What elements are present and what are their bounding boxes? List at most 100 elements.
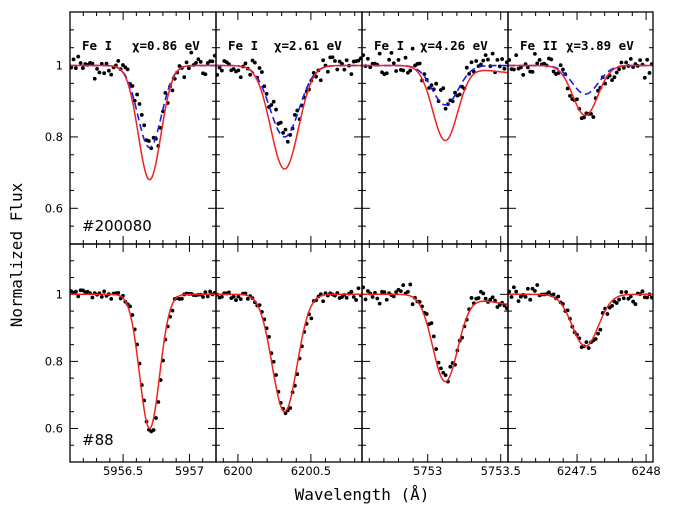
observed-point [551, 69, 556, 74]
observed-point [274, 373, 278, 377]
observed-point [511, 285, 516, 290]
observed-point [340, 61, 344, 66]
observed-point [511, 67, 516, 72]
observed-point [281, 130, 286, 135]
panel-title-element: Fe I [374, 38, 404, 53]
observed-point [132, 98, 137, 103]
observed-point [248, 72, 253, 77]
observed-point [377, 301, 382, 306]
panel-title-element: Fe II [520, 38, 558, 53]
observed-point [238, 297, 243, 302]
observed-point [647, 71, 652, 75]
observed-point [410, 46, 415, 51]
observed-point [349, 72, 354, 77]
star-label: #200080 [82, 217, 152, 235]
observed-point [521, 72, 526, 77]
observed-point [116, 59, 121, 63]
observed-point [556, 71, 561, 76]
observed-point [102, 71, 107, 76]
observed-point [90, 295, 95, 300]
y-tick-label: 1 [56, 59, 63, 73]
observed-points [70, 288, 216, 434]
observed-point [154, 416, 158, 420]
observed-points [362, 46, 508, 111]
observed-point [561, 67, 565, 72]
observed-point [318, 78, 323, 83]
observed-point [525, 286, 530, 291]
model-line-red [362, 64, 508, 142]
observed-point [151, 428, 156, 432]
observed-point [523, 294, 528, 299]
y-tick-label: 0.8 [45, 130, 63, 144]
observed-point [106, 68, 111, 73]
observed-point [342, 67, 347, 72]
observed-point [377, 51, 382, 56]
observed-point [628, 57, 633, 61]
observed-point [384, 71, 389, 76]
observed-point [73, 289, 78, 294]
observed-point [528, 297, 533, 302]
y-tick-label: 0.8 [45, 354, 63, 368]
observed-point [614, 301, 619, 305]
observed-point [464, 65, 469, 70]
model-line-red [508, 64, 653, 117]
observed-point [502, 66, 507, 71]
observed-point [518, 65, 523, 70]
observed-point [189, 50, 194, 55]
observed-point [406, 289, 410, 294]
observed-point [408, 68, 413, 73]
observed-point [99, 61, 104, 66]
panel-title-element: Fe I [228, 38, 258, 53]
observed-point [362, 53, 366, 58]
observed-point [481, 58, 486, 63]
model-line-red [508, 293, 653, 348]
observed-point [362, 285, 366, 290]
observed-point [219, 68, 224, 73]
model-line-red [216, 293, 362, 413]
observed-point [509, 295, 514, 299]
observed-point [351, 295, 356, 299]
observed-point [441, 86, 446, 91]
x-tick-label: 6200 [223, 464, 252, 478]
observed-point [125, 67, 130, 72]
x-tick-label: 6247.5 [557, 464, 597, 478]
observed-point [257, 66, 262, 70]
observed-point [424, 312, 429, 316]
observed-point [375, 296, 380, 301]
observed-points [508, 52, 653, 121]
observed-point [363, 297, 368, 302]
observed-point [104, 61, 109, 66]
observed-points [216, 286, 362, 416]
observed-point [344, 295, 349, 300]
observed-point [76, 294, 81, 299]
observed-point [596, 331, 600, 336]
panel-title-chi: χ=2.61 eV [274, 38, 342, 53]
observed-point [184, 60, 189, 65]
observed-point [614, 70, 619, 75]
panel-1-4: Fe II χ=3.89 eV [507, 11, 654, 245]
observed-point [568, 93, 572, 98]
observed-point [203, 290, 208, 295]
observed-point [217, 65, 222, 70]
observed-point [488, 297, 493, 302]
panel-2-3 [361, 243, 509, 463]
observed-point [262, 84, 267, 89]
observed-point [434, 347, 439, 351]
observed-point [401, 283, 406, 288]
x-tick-label: 6200.5 [291, 464, 331, 478]
observed-point [516, 299, 521, 304]
observed-point [73, 66, 78, 71]
observed-point [365, 289, 370, 293]
observed-point [486, 57, 490, 62]
observed-point [443, 373, 448, 378]
observed-point [219, 294, 224, 299]
model-line-red [216, 64, 362, 170]
observed-points [362, 282, 508, 384]
y-axis-title: Normalized Flux [7, 182, 26, 327]
observed-point [556, 294, 561, 299]
observed-point [453, 90, 457, 95]
observed-point [617, 67, 621, 72]
observed-point [628, 294, 633, 299]
observed-point [344, 58, 349, 63]
